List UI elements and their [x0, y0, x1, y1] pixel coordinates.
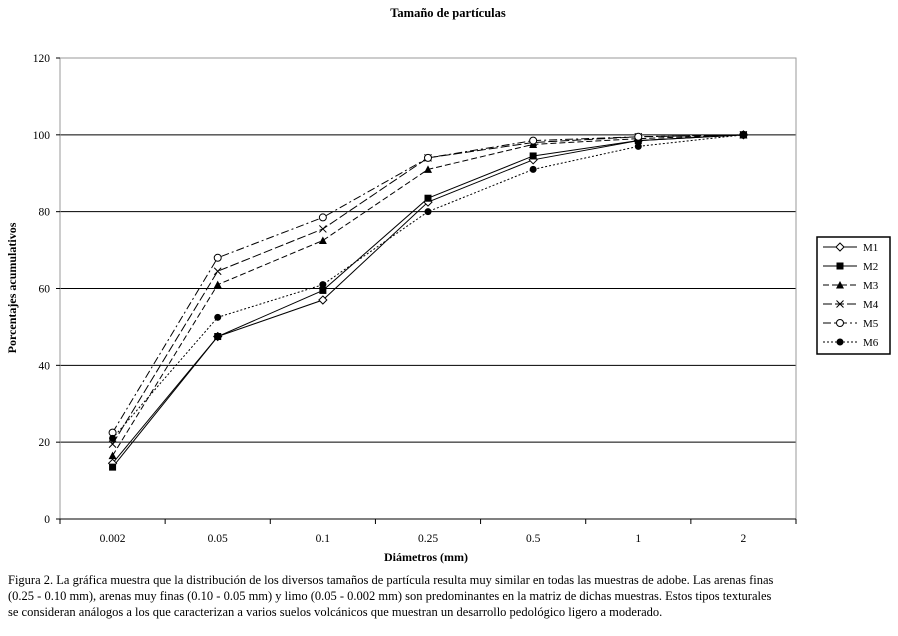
- data-point-m6: [214, 313, 222, 321]
- legend-label-m4: M4: [863, 299, 879, 311]
- legend-marker-m2: [836, 262, 844, 270]
- legend-box: [816, 236, 891, 355]
- legend-label-m6: M6: [863, 337, 879, 349]
- x-tick-label: 0.5: [526, 533, 541, 545]
- series-lines: [107, 130, 749, 471]
- x-tick-label: 1: [635, 533, 641, 545]
- data-point-m6: [529, 165, 537, 173]
- legend-label-m2: M2: [863, 261, 878, 273]
- caption-line-1: Figura 2. La gráfica muestra que la dist…: [8, 573, 774, 587]
- legend-marker-m4: [836, 300, 844, 308]
- legend-marker-m5: [836, 319, 844, 327]
- y-tick-label: 100: [33, 130, 51, 142]
- data-point-m5: [318, 213, 327, 222]
- data-point-m5: [529, 136, 538, 145]
- x-tick-label: 0.1: [316, 533, 331, 545]
- series-line-m3: [112, 134, 744, 456]
- y-tick-label: 60: [39, 284, 51, 296]
- figure-caption: Figura 2. La gráfica muestra que la dist…: [8, 572, 892, 620]
- data-point-m4: [319, 225, 327, 233]
- x-tick-label: 0.002: [100, 533, 126, 545]
- y-axis-label: Porcentajes acumulativos: [5, 222, 19, 353]
- particle-size-chart: Tamaño de partículas 0 20 40 60 80 100 120 0.00…: [5, 6, 891, 564]
- caption-line-3: se consideran análogos a los que caracte…: [8, 605, 663, 619]
- data-point-m6: [109, 434, 117, 442]
- series-line-m4: [112, 134, 744, 445]
- data-point-m3: [318, 236, 327, 244]
- y-tick-label: 120: [33, 53, 51, 65]
- y-tick-label: 0: [44, 514, 50, 526]
- y-tick-label: 40: [39, 360, 51, 372]
- legend-marker-m6: [836, 338, 844, 346]
- data-point-m3: [424, 165, 432, 173]
- data-point-m3: [213, 280, 222, 289]
- data-point-m6: [634, 142, 642, 150]
- caption-line-2: (0.25 - 0.10 mm), arenas muy finas (0.10…: [8, 589, 772, 603]
- data-point-m5: [213, 253, 222, 262]
- legend-label-m5: M5: [863, 318, 879, 330]
- data-point-m6: [319, 281, 327, 289]
- x-tick-label: 0.25: [418, 533, 438, 545]
- data-point-m5: [424, 153, 432, 162]
- data-point-m4: [213, 267, 222, 276]
- data-point-m2: [109, 463, 117, 471]
- legend-label-m3: M3: [863, 280, 879, 292]
- series-line-m1: [112, 134, 744, 464]
- data-point-m6: [739, 131, 747, 139]
- data-point-m5: [634, 132, 643, 141]
- legend: M1 M2 M3 M4 M5 M6: [816, 236, 891, 355]
- data-point-m2: [214, 333, 222, 341]
- y-tick-label: 20: [39, 437, 51, 449]
- data-point-m4: [108, 440, 117, 448]
- x-tick-label: 0.05: [208, 533, 228, 545]
- legend-label-m1: M1: [863, 242, 878, 254]
- data-point-m2: [529, 152, 537, 160]
- legend-marker-m3: [836, 281, 844, 289]
- y-tick-label: 80: [39, 207, 51, 219]
- series-line-m6: [112, 134, 744, 439]
- data-point-m6: [424, 208, 432, 216]
- legend-marker-m1: [835, 242, 845, 252]
- axes: 0 20 40 60 80 100 120 0.002 0.05 0.1 0.25 0.5 1 2: [33, 53, 797, 545]
- data-point-m3: [108, 451, 117, 460]
- data-point-m2: [319, 286, 327, 294]
- series-line-m5: [112, 134, 744, 433]
- data-point-m2: [424, 194, 432, 202]
- x-axis-label: Diámetros (mm): [384, 550, 468, 564]
- x-tick-label: 2: [741, 533, 747, 545]
- data-point-m1: [318, 295, 328, 305]
- gridlines: [60, 57, 796, 443]
- chart-title: Tamaño de partículas: [390, 6, 506, 20]
